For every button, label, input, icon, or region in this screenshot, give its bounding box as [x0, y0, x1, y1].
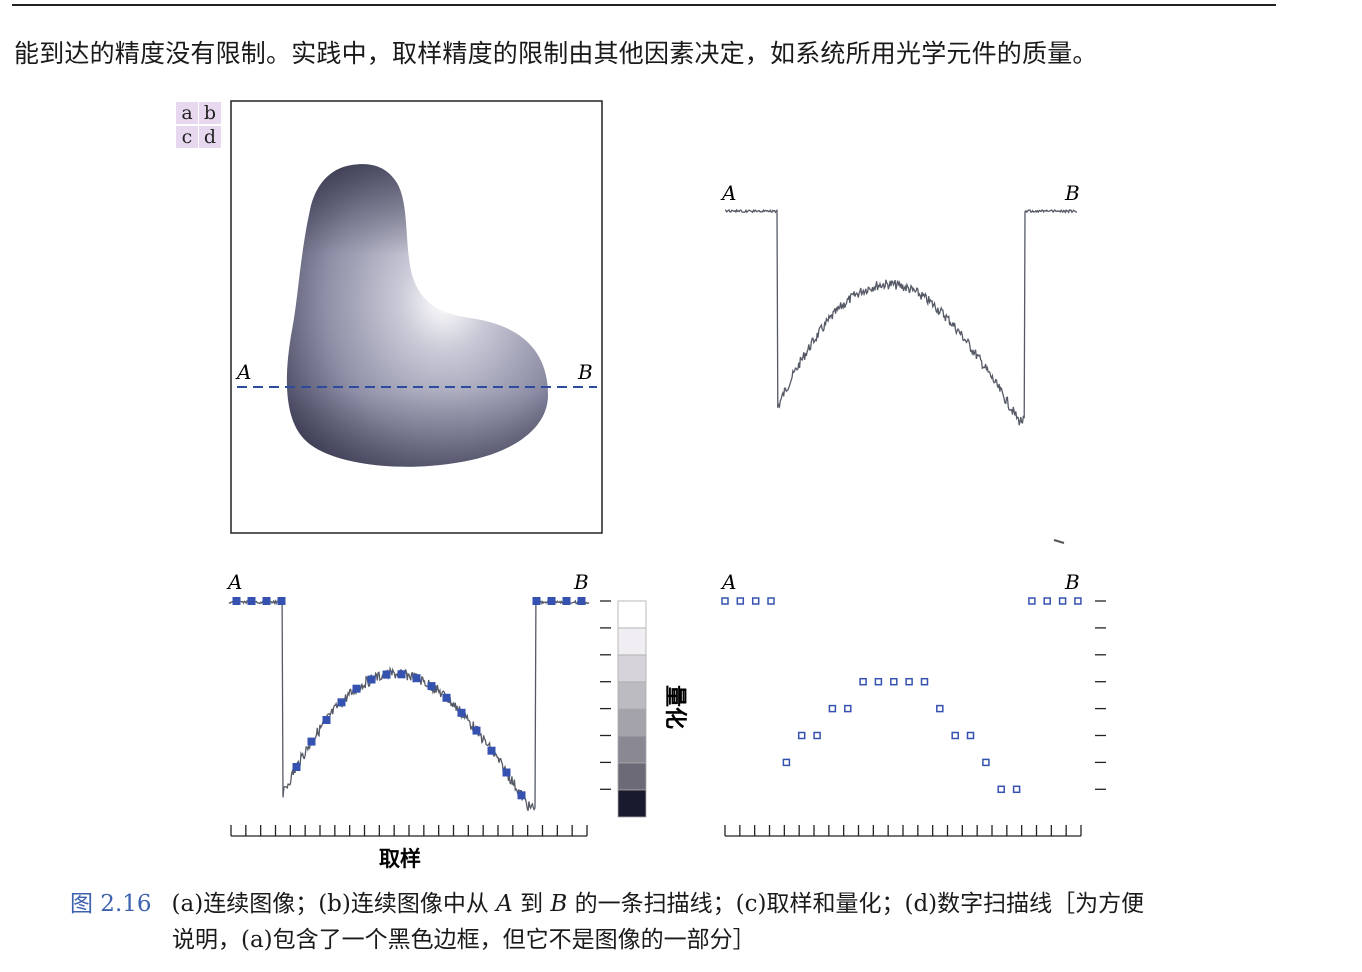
quantization-ticks-d	[1095, 600, 1106, 790]
point-a-label-c: A	[226, 570, 242, 594]
quantization-label: 量化	[662, 685, 688, 729]
sample-marker	[382, 670, 391, 679]
sampling-ticks-c	[230, 825, 588, 836]
top-rule	[12, 4, 1276, 6]
digital-sample-point	[936, 704, 944, 713]
caption-part-3: 的一条扫描线；(c)取样和量化；(d)数字扫描线［为方便	[574, 891, 1145, 917]
figure-number: 图 2.16	[70, 891, 152, 917]
sample-marker	[292, 763, 301, 771]
digital-sample-point	[1043, 597, 1051, 605]
point-a-label-a: A	[235, 360, 251, 384]
point-b-label-a: B	[577, 360, 593, 384]
sample-marker	[352, 684, 361, 693]
gray-level-swatch	[617, 762, 647, 791]
caption-part-2: 到	[520, 891, 544, 917]
panel-c: A B 量化 取样	[226, 570, 688, 871]
scan-line-profile	[724, 208, 1078, 426]
digital-sample-point	[920, 677, 929, 686]
sampling-ticks-d	[724, 825, 1082, 836]
sample-markers	[232, 597, 586, 800]
sample-marker	[277, 597, 286, 605]
sample-marker	[367, 675, 376, 684]
sample-marker	[397, 670, 406, 679]
sample-marker	[337, 698, 346, 707]
digital-sample-point	[828, 704, 837, 713]
panel-a: A B	[230, 100, 603, 534]
sample-marker	[517, 791, 526, 800]
panel-label-b: b	[199, 102, 221, 124]
gray-level-swatch	[617, 654, 647, 683]
quantization-ticks-c	[600, 600, 611, 790]
sample-marker	[457, 708, 466, 717]
sample-marker	[322, 716, 331, 724]
point-b-label-b: B	[1064, 181, 1080, 205]
digital-sample-point	[751, 597, 760, 605]
gray-scale-bar	[617, 600, 647, 818]
digital-sample-point	[951, 731, 959, 740]
gray-level-swatch	[617, 600, 647, 629]
panel-label-c: c	[176, 126, 198, 148]
caption-line-2: 说明，(a)包含了一个黑色边框，但它不是图像的一部分］	[172, 927, 756, 953]
caption-a: A	[496, 891, 513, 917]
intro-paragraph: 能到达的精度没有限制。实践中，取样精度的限制由其他因素决定，如系统所用光学元件的…	[14, 39, 1098, 68]
digital-sample-point	[813, 731, 821, 740]
digital-sample-point	[797, 731, 806, 740]
panel-label-d: d	[199, 126, 221, 148]
digital-sample-point	[844, 704, 852, 713]
sample-marker	[247, 597, 256, 605]
point-a-label-d: A	[720, 570, 736, 594]
panel-d: A B	[720, 570, 1106, 837]
digital-sample-point	[997, 785, 1005, 794]
digital-sample-point	[1012, 785, 1021, 794]
blob-shading	[286, 164, 548, 467]
point-a-label-b: A	[720, 181, 736, 205]
point-b-label-c: B	[573, 570, 589, 594]
gray-level-swatch	[617, 708, 647, 737]
digital-sample-point	[905, 677, 913, 686]
digital-sample-point	[966, 731, 975, 740]
sample-marker	[487, 746, 496, 755]
sample-marker	[547, 597, 556, 605]
point-b-label-d: B	[1064, 570, 1080, 594]
sample-marker	[502, 768, 511, 777]
gray-level-swatch	[617, 735, 647, 764]
sampled-profile	[228, 599, 590, 811]
digital-sample-point	[767, 597, 775, 605]
panel-labels: a b c d	[176, 102, 222, 150]
sample-marker	[577, 597, 586, 605]
sample-marker	[232, 597, 241, 605]
digital-sample-point	[1074, 597, 1082, 605]
sample-marker	[427, 682, 436, 691]
digital-sample-point	[982, 758, 990, 767]
gray-level-swatch	[617, 789, 647, 818]
scan-mark	[1053, 539, 1065, 544]
digital-sample-point	[874, 677, 883, 686]
digital-samples	[721, 597, 1082, 794]
digital-sample-point	[1028, 597, 1036, 605]
sample-marker	[262, 597, 271, 605]
panel-b: A B	[720, 181, 1080, 426]
digital-sample-point	[736, 597, 745, 605]
caption-b: B	[550, 891, 568, 917]
digital-sample-point	[1058, 597, 1067, 605]
caption-part-1: (a)连续图像；(b)连续图像中从	[171, 891, 489, 917]
sample-marker	[412, 674, 421, 683]
sample-marker	[472, 726, 481, 735]
sampling-label: 取样	[379, 846, 421, 871]
digital-sample-point	[890, 677, 898, 686]
gray-level-swatch	[617, 681, 647, 710]
digital-sample-point	[782, 758, 791, 767]
digital-sample-point	[721, 597, 729, 605]
sample-marker	[532, 597, 541, 605]
sample-marker	[562, 597, 571, 605]
panel-label-a: a	[176, 102, 198, 124]
sample-marker	[307, 737, 316, 746]
figure-caption: 图 2.16 (a)连续图像；(b)连续图像中从 A 到 B 的一条扫描线；(c)…	[70, 886, 1270, 958]
sample-marker	[442, 693, 451, 702]
digital-sample-point	[859, 677, 867, 686]
gray-level-swatch	[617, 627, 647, 656]
